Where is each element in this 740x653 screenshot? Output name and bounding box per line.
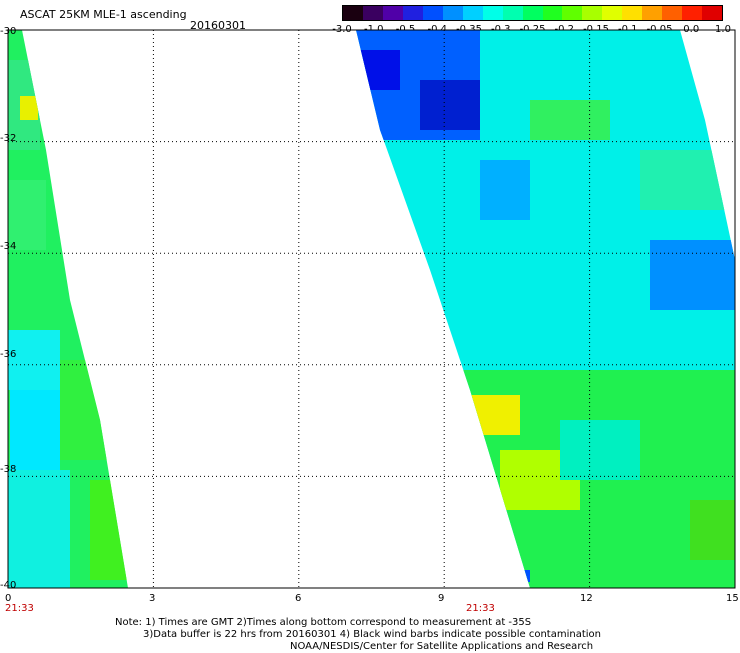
lon-label: 15 — [726, 593, 739, 604]
map-frame — [7, 29, 736, 589]
colorbar-swatch — [602, 6, 623, 20]
colorbar-swatch — [682, 6, 703, 20]
product-date: 20160301 — [190, 19, 246, 32]
colorbar-swatch — [382, 6, 403, 20]
time-label: 21:33 — [5, 603, 34, 614]
colorbar-swatch — [522, 6, 543, 20]
right-swath — [356, 30, 735, 588]
colorbar — [342, 5, 723, 21]
colorbar-swatch — [642, 6, 663, 20]
lat-label: -40 — [0, 580, 16, 591]
colorbar-swatch — [462, 6, 483, 20]
colorbar-swatch — [622, 6, 643, 20]
lat-label: -38 — [0, 464, 16, 475]
product-title: ASCAT 25KM MLE-1 ascending — [20, 8, 187, 21]
colorbar-swatch — [542, 6, 563, 20]
gridlines — [8, 30, 735, 588]
colorbar-swatch — [662, 6, 683, 20]
colorbar-swatch — [343, 6, 363, 20]
lon-label: 6 — [295, 593, 301, 604]
colorbar-swatch — [362, 6, 383, 20]
colorbar-swatch — [582, 6, 603, 20]
tick-labels: -30 -32 -34 -36 -38 -40 0 3 6 9 12 15 21… — [0, 26, 739, 614]
notes: Note: 1) Times are GMT 2)Times along bot… — [115, 617, 601, 653]
lat-label: -36 — [0, 349, 16, 360]
colorbar-swatch — [562, 6, 583, 20]
colorbar-swatch — [442, 6, 463, 20]
lat-label: -32 — [0, 133, 16, 144]
lon-label: 3 — [149, 593, 155, 604]
note-line-2: 3)Data buffer is 22 hrs from 20160301 4)… — [143, 629, 601, 640]
colorbar-swatch — [482, 6, 503, 20]
lat-label: -34 — [0, 241, 16, 252]
time-label: 21:33 — [466, 603, 495, 614]
colorbar-swatch — [402, 6, 423, 20]
lon-label: 9 — [438, 593, 444, 604]
colorbar-swatch — [502, 6, 523, 20]
lon-label: 12 — [580, 593, 593, 604]
colorbar-swatch — [422, 6, 443, 20]
note-line-3: NOAA/NESDIS/Center for Satellite Applica… — [290, 641, 594, 652]
lon-label: 0 — [5, 593, 11, 604]
lat-label: -30 — [0, 26, 16, 37]
colorbar-swatch — [702, 6, 723, 20]
left-swath — [8, 30, 128, 588]
note-line-1: Note: 1) Times are GMT 2)Times along bot… — [115, 617, 532, 628]
